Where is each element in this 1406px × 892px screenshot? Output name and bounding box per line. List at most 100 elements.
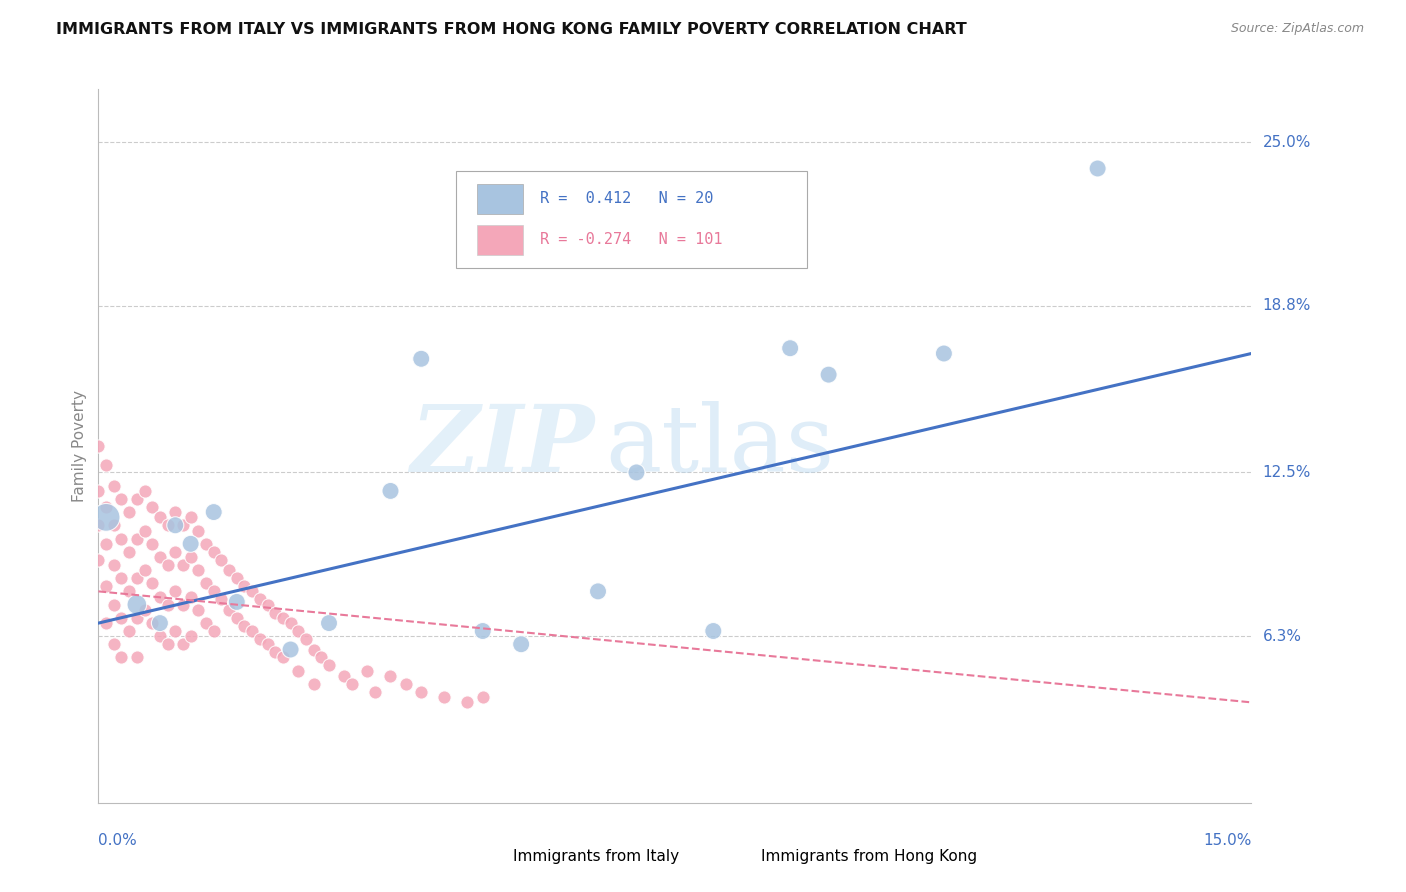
Point <box>264 645 287 659</box>
Point <box>395 677 418 691</box>
Point <box>180 537 202 551</box>
Point <box>240 584 263 599</box>
Point <box>180 510 202 524</box>
Point <box>779 341 801 355</box>
Point <box>118 584 141 599</box>
Point <box>240 624 263 638</box>
Point <box>149 590 172 604</box>
FancyBboxPatch shape <box>456 171 807 268</box>
FancyBboxPatch shape <box>477 225 523 255</box>
Point <box>586 584 609 599</box>
Text: 18.8%: 18.8% <box>1263 299 1310 313</box>
Point <box>180 629 202 643</box>
Point <box>165 584 187 599</box>
Text: ZIP: ZIP <box>411 401 595 491</box>
Point <box>225 595 247 609</box>
Point <box>195 576 218 591</box>
Point <box>287 664 309 678</box>
Point <box>94 500 117 514</box>
Text: IMMIGRANTS FROM ITALY VS IMMIGRANTS FROM HONG KONG FAMILY POVERTY CORRELATION CH: IMMIGRANTS FROM ITALY VS IMMIGRANTS FROM… <box>56 22 967 37</box>
Point <box>118 505 141 519</box>
Point <box>172 598 194 612</box>
Point <box>103 518 125 533</box>
Point <box>271 611 294 625</box>
Point <box>125 571 148 585</box>
Point <box>118 624 141 638</box>
Point <box>94 537 117 551</box>
Point <box>256 598 278 612</box>
FancyBboxPatch shape <box>461 844 505 869</box>
Point <box>295 632 318 646</box>
Point <box>87 483 110 498</box>
Point <box>110 571 132 585</box>
Point <box>249 592 271 607</box>
Point <box>141 576 163 591</box>
Point <box>626 466 648 480</box>
Point <box>202 545 225 559</box>
Point <box>156 637 179 651</box>
Point <box>187 563 209 577</box>
Text: Immigrants from Hong Kong: Immigrants from Hong Kong <box>762 849 977 863</box>
Point <box>149 549 172 564</box>
Point <box>87 518 110 533</box>
Point <box>195 537 218 551</box>
Point <box>103 637 125 651</box>
Point <box>380 483 402 498</box>
Point <box>149 629 172 643</box>
Point <box>471 690 494 704</box>
Point <box>172 637 194 651</box>
Point <box>141 537 163 551</box>
Point <box>456 695 478 709</box>
Point <box>249 632 271 646</box>
Point <box>134 603 156 617</box>
Point <box>411 351 433 366</box>
Point <box>149 616 172 631</box>
Point <box>218 603 240 617</box>
Point <box>433 690 456 704</box>
Point <box>195 616 218 631</box>
Point <box>287 624 309 638</box>
Point <box>125 611 148 625</box>
Point <box>110 650 132 665</box>
Point <box>165 505 187 519</box>
Point <box>380 669 402 683</box>
Point <box>510 637 533 651</box>
Point <box>225 571 247 585</box>
Point <box>94 616 117 631</box>
Point <box>94 510 117 524</box>
Point <box>318 658 340 673</box>
Point <box>264 606 287 620</box>
Point <box>165 518 187 533</box>
Point <box>256 637 278 651</box>
Point <box>125 491 148 506</box>
Point <box>333 669 356 683</box>
Point <box>134 524 156 538</box>
Point <box>202 624 225 638</box>
Point <box>149 510 172 524</box>
Point <box>165 545 187 559</box>
Point <box>118 545 141 559</box>
Point <box>311 650 333 665</box>
Point <box>103 478 125 492</box>
Point <box>125 598 148 612</box>
Point <box>110 611 132 625</box>
Point <box>172 518 194 533</box>
Point <box>1087 161 1109 176</box>
Text: 0.0%: 0.0% <box>98 833 138 848</box>
Point <box>180 549 202 564</box>
Point <box>202 584 225 599</box>
Point <box>103 598 125 612</box>
Point <box>271 650 294 665</box>
Point <box>318 616 340 631</box>
Point <box>125 650 148 665</box>
Point <box>141 500 163 514</box>
Point <box>280 616 302 631</box>
Point <box>702 624 724 638</box>
Point <box>932 346 955 360</box>
Point <box>202 505 225 519</box>
Point <box>87 439 110 453</box>
Point <box>233 618 256 632</box>
Point <box>156 558 179 572</box>
Point <box>125 532 148 546</box>
Text: 12.5%: 12.5% <box>1263 465 1310 480</box>
